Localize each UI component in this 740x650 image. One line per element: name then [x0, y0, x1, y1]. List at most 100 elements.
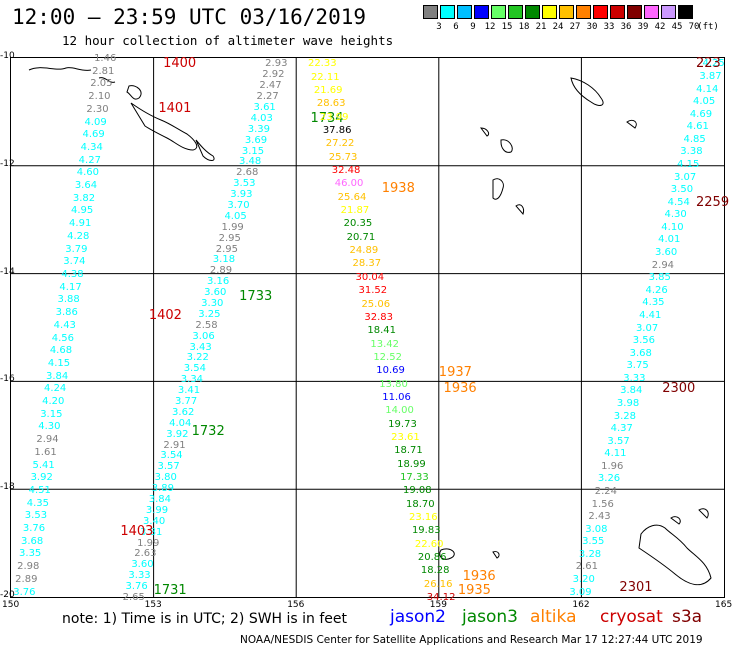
cryosat-wave-height-obs: 4.20 [42, 396, 65, 408]
altika-wave-height-obs: 28.37 [352, 258, 382, 270]
cryosat-wave-height-obs: 2.89 [15, 573, 38, 585]
cryosat-wave-height-obs: 3.53 [24, 510, 48, 522]
scale-swatch [440, 5, 455, 19]
map-title: 12:00 — 23:59 UTC 03/16/2019 [12, 5, 367, 29]
jason3-wave-height-obs: 2.91 [163, 439, 186, 451]
cryosat-wave-height-obs: 2.30 [86, 103, 109, 115]
s3a-wave-height-obs: 2.24 [594, 485, 618, 497]
s3a-wave-height-obs: 3.28 [613, 410, 637, 422]
scale-label: 9 [470, 22, 476, 32]
coastline-png-islands-north [28, 67, 142, 100]
scale-swatch [474, 5, 489, 19]
jason3-wave-height-obs: 3.89 [151, 483, 174, 495]
scale-swatch [644, 5, 659, 19]
lat-tick-label: -10 [0, 51, 15, 61]
jason3-wave-height-obs: 3.54 [160, 450, 183, 462]
jason3-wave-height-obs: 4.05 [224, 210, 247, 222]
legend-altika: altika [530, 607, 577, 627]
lat-tick-label: -16 [0, 374, 15, 385]
scale-label: 3 [436, 22, 442, 32]
s3a-wave-height-obs: 4.85 [683, 133, 706, 145]
legend-cryosat: cryosat [600, 607, 663, 627]
cryosat-wave-height-obs: 3.76 [22, 523, 46, 535]
jason3-wave-height-obs: 3.99 [145, 504, 169, 516]
jason3-wave-height-obs: 3.30 [201, 297, 224, 309]
cryosat-wave-height-obs: 4.56 [51, 332, 74, 344]
s3a-wave-height-obs: 3.98 [616, 397, 640, 409]
jason3-wave-height-obs: 3.41 [177, 385, 201, 397]
scale-label: 39 [637, 22, 649, 32]
scale-label: 42 [654, 22, 666, 32]
credit-line: NOAA/NESDIS Center for Satellite Applica… [240, 634, 703, 646]
s3a-wave-height-obs: 2.61 [575, 561, 598, 573]
altika-wave-height-obs: 23.16 [408, 511, 438, 523]
altika-wave-height-obs: 18.99 [397, 458, 426, 470]
jason3-wave-height-obs: 1.99 [221, 221, 244, 233]
jason3-wave-height-obs: 4.04 [169, 417, 192, 429]
altika-wave-height-obs: 28.63 [316, 98, 346, 110]
s3a-time-label: 2301 [619, 580, 653, 596]
jason3-wave-height-obs: 3.70 [227, 199, 250, 211]
cryosat-wave-height-obs: 3.82 [72, 192, 96, 204]
cryosat-wave-height-obs: 4.24 [44, 383, 67, 395]
lat-tick-label: -12 [0, 158, 15, 169]
s3a-wave-height-obs: 4.11 [604, 448, 627, 460]
scale-label: 45 [671, 22, 683, 32]
jason3-wave-height-obs: 3.18 [212, 254, 236, 266]
s3a-wave-height-obs: 3.08 [585, 523, 608, 535]
scale-swatch [525, 5, 540, 19]
jason3-wave-height-obs: 3.77 [174, 395, 198, 407]
s3a-wave-height-obs: 4.61 [686, 121, 709, 133]
cryosat-wave-height-obs: 1.46 [94, 53, 117, 64]
altika-wave-height-obs: 46.00 [334, 178, 364, 190]
cryosat-wave-height-obs: 4.95 [70, 205, 94, 217]
jason3-wave-height-obs: 3.60 [131, 559, 154, 571]
coastlines [28, 67, 712, 586]
cryosat-wave-height-obs: 4.91 [69, 218, 92, 230]
jason3-wave-height-obs: 3.40 [142, 515, 166, 527]
jason3-wave-height-obs: 4.03 [250, 112, 273, 124]
altika-wave-height-obs: 32.83 [364, 311, 394, 323]
s3a-wave-height-obs: 4.35 [642, 297, 665, 309]
s3a-wave-height-obs: 2.94 [651, 259, 675, 271]
s3a-wave-height-obs: 3.38 [680, 146, 703, 158]
altika-wave-height-obs: 31.52 [358, 285, 388, 297]
jason3-wave-height-obs: 2.65 [122, 592, 145, 603]
altika-time-label: 1936 [443, 380, 477, 396]
lon-tick-label: 150 [2, 600, 20, 610]
scale-swatch [661, 5, 676, 19]
jason3-wave-height-obs: 2.92 [262, 69, 285, 81]
altika-wave-height-obs: 18.71 [394, 445, 423, 457]
s3a-wave-height-obs: 4.69 [689, 108, 713, 120]
scale-swatch [678, 5, 693, 19]
altika-time-label: 1937 [438, 364, 472, 380]
cryosat-wave-height-obs: 4.69 [82, 129, 105, 141]
altika-wave-height-obs: 19.83 [411, 525, 441, 537]
altika-wave-height-obs: 34.12 [426, 592, 456, 603]
cryosat-wave-height-obs: 4.60 [76, 167, 100, 179]
altika-time-label: 1935 [457, 583, 491, 598]
scale-label: 18 [518, 22, 530, 32]
jason3-wave-height-obs: 2.95 [215, 243, 238, 255]
jason3-wave-height-obs: 2.68 [236, 167, 259, 179]
altika-wave-height-obs: 17.33 [400, 471, 429, 483]
s3a-wave-height-obs: 4.05 [692, 96, 716, 108]
scale-label: 12 [484, 22, 496, 32]
cryosat-wave-height-obs: 3.79 [65, 243, 88, 255]
jason3-wave-height-obs: 3.81 [140, 526, 163, 538]
cryosat-wave-height-obs: 4.28 [67, 230, 90, 242]
cryosat-wave-height-obs: 4.27 [78, 154, 101, 166]
s3a-wave-height-obs: 3.09 [569, 586, 592, 598]
cryosat-wave-height-obs: 3.68 [20, 535, 44, 547]
altika-wave-height-obs: 27.22 [325, 138, 355, 150]
jason3-wave-height-obs: 2.93 [265, 58, 288, 70]
jason3-wave-height-obs: 3.22 [186, 352, 209, 364]
altika-wave-height-obs: 11.06 [382, 391, 411, 403]
jason3-wave-height-obs: 2.58 [195, 319, 218, 331]
s3a-wave-height-obs: 3.87 [699, 70, 722, 82]
cryosat-wave-height-obs: 4.15 [47, 357, 71, 369]
s3a-wave-height-obs: 3.57 [607, 435, 630, 447]
s3a-wave-height-obs: 1.56 [591, 498, 614, 510]
jason3-wave-height-obs: 3.61 [253, 101, 276, 113]
jason3-wave-height-obs: 3.92 [166, 428, 189, 440]
